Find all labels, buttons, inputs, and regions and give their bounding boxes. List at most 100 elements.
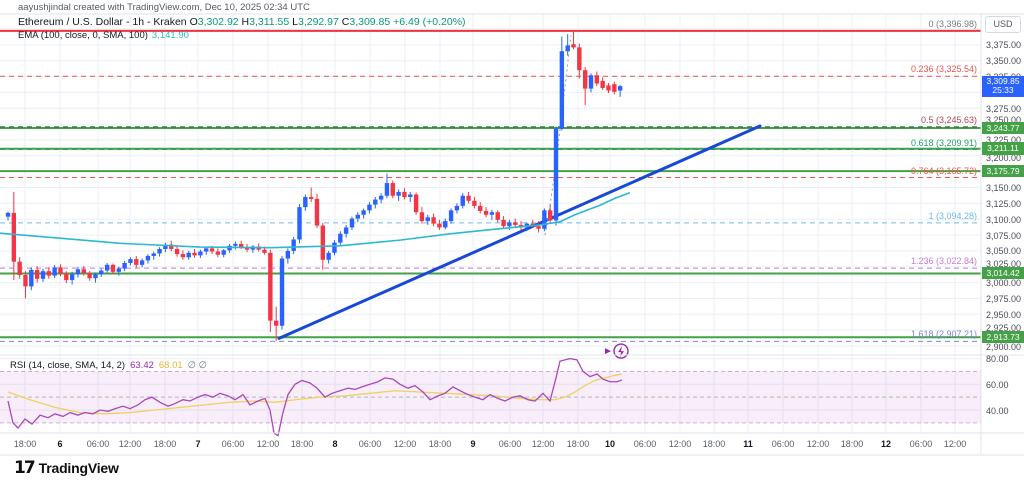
candle-body (29, 269, 34, 287)
price-tick: 3,150.00 (986, 183, 1022, 193)
price-tick: 2,950.00 (986, 309, 1022, 320)
rsi-tick: 80.00 (986, 354, 1009, 365)
marker-circle-icon[interactable] (613, 343, 629, 359)
price-tick: 2,900.00 (986, 341, 1022, 352)
current-price: 3,309.85 (986, 75, 1020, 86)
candle-body (163, 244, 168, 249)
rsi-legend[interactable]: RSI (14, close, SMA, 14, 2) 63.42 68.01 ∅ ∅ (10, 360, 207, 371)
candle-body (128, 259, 133, 263)
candle-body (34, 269, 40, 279)
candle-body (46, 271, 52, 276)
fib-label-0.618: 0.618 (3,209.91) (910, 137, 977, 148)
candle-body (582, 70, 588, 89)
usd-button[interactable]: USD (985, 16, 1021, 33)
price-tick: 3,025.00 (986, 259, 1022, 270)
candle-body (594, 75, 600, 84)
price-tick: 3,250.00 (986, 114, 1022, 125)
candle-body (536, 226, 541, 229)
ohlc-value: 3,311.55 (249, 16, 290, 28)
candle-body (180, 254, 186, 258)
symbol-legend[interactable]: Ethereum / U.S. Dollar - 1h - Kraken O3,… (18, 16, 466, 28)
candle-body (553, 128, 559, 221)
candle-body (571, 44, 576, 48)
candle-body (64, 273, 69, 281)
candle-body (291, 239, 296, 251)
candle-body (419, 212, 425, 222)
time-tick: 18:00 (840, 439, 864, 449)
trendline[interactable] (277, 124, 762, 340)
candle-body (373, 199, 378, 205)
time-tick: 06:00 (633, 439, 657, 449)
candle-body (145, 255, 151, 261)
rsi-ma-line (7, 373, 623, 415)
marker-cursor-icon (605, 348, 611, 355)
candle-body (198, 251, 203, 256)
candle-body (308, 197, 314, 199)
fib-label-0.764: 0.764 (3,165.72) (910, 165, 977, 176)
time-tick: 18:00 (702, 439, 726, 449)
current-price-tag: 3,309.85 25:33 (982, 75, 1024, 97)
price-tick: 2,975.00 (986, 293, 1022, 304)
candle-body (489, 212, 495, 215)
time-tick: 06:00 (358, 439, 382, 449)
time-tick: 06:00 (86, 439, 110, 449)
fib-label-0.236: 0.236 (3,325.54) (910, 64, 977, 75)
candle-body (273, 320, 279, 326)
price-tick: 3,050.00 (986, 246, 1022, 257)
ema-legend[interactable]: EMA (100, close, 0, SMA, 100) 3,141.90 (18, 30, 189, 41)
ema-line[interactable] (0, 191, 631, 249)
candle-body (110, 264, 116, 272)
candle-body (209, 248, 215, 252)
time-tick-day: 9 (470, 439, 476, 449)
candle-body (600, 80, 605, 88)
candle-body (221, 250, 226, 255)
price-tick: 2,925.00 (986, 322, 1022, 333)
tradingview-logo[interactable]: 17 TradingView (14, 458, 119, 478)
candle-body (617, 86, 623, 91)
candle-body (116, 268, 121, 272)
tradingview-logo-text: TradingView (38, 460, 119, 476)
time-tick-day: 7 (195, 439, 201, 449)
candle-body (577, 47, 582, 71)
candle-body (174, 248, 180, 255)
candle-body (81, 269, 86, 274)
candle-body (588, 75, 594, 89)
candle-body (186, 252, 191, 258)
candle-body (303, 197, 308, 208)
fib-label-0: 0 (3,396.98) (928, 18, 977, 29)
candle-body (408, 194, 413, 198)
lightning-bolt-icon (618, 346, 624, 358)
candle-body (75, 269, 81, 275)
candle-body (390, 183, 395, 196)
candle-body (495, 212, 500, 220)
candle-body (204, 248, 209, 252)
price-tick: 3,275.00 (986, 103, 1022, 114)
candle-body (542, 210, 547, 229)
candle-body (513, 222, 518, 225)
candle-body (52, 267, 57, 276)
candle-body (262, 249, 267, 253)
candle-body (413, 194, 419, 213)
candle-body (17, 261, 22, 275)
candle-body (93, 274, 98, 279)
candle-body (606, 85, 611, 91)
candle-body (460, 195, 465, 206)
candle-body (565, 45, 570, 52)
ohlc-values: O3,302.92 H3,311.55 L3,292.97 C3,309.85 (190, 16, 391, 28)
candle-body (169, 244, 174, 249)
price-tick: 3,100.00 (986, 214, 1022, 225)
candle-body (431, 217, 436, 224)
time-tick: 12:00 (256, 439, 280, 449)
time-tick: 12:00 (118, 439, 142, 449)
candle-body (349, 218, 355, 228)
candle-body (425, 217, 430, 222)
candle-body (104, 264, 110, 271)
candle-body (501, 219, 506, 227)
rsi-value: 63.42 (130, 360, 154, 371)
rsi-tick: 60.00 (986, 379, 1009, 390)
ohlc-value: 3,292.97 (297, 16, 339, 28)
bar-countdown: 25:33 (992, 85, 1014, 96)
ohlc-key: C (338, 16, 350, 28)
